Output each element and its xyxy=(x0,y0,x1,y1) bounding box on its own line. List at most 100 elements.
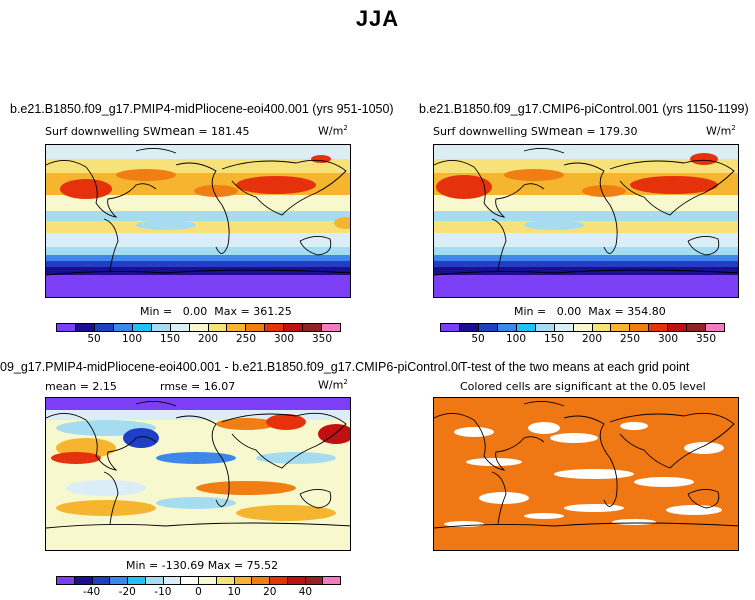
panel2-mean-label: mean xyxy=(548,124,583,138)
colorbar-tick-label: -10 xyxy=(154,586,172,598)
colorbar-swatch xyxy=(478,324,498,331)
colorbar-swatch xyxy=(611,324,631,331)
colorbar-tick-label: -20 xyxy=(118,586,136,598)
colorbar-swatch xyxy=(227,324,247,331)
colorbar-tick-label: 300 xyxy=(657,333,679,345)
colorbar-swatch xyxy=(687,324,707,331)
colorbar-swatch xyxy=(265,324,285,331)
panel3-mean: mean = 2.15 xyxy=(45,380,117,393)
panel3-map xyxy=(45,397,351,551)
panel1-variable: Surf downwelling SW xyxy=(45,125,161,138)
colorbar-swatch xyxy=(459,324,479,331)
colorbar-swatch xyxy=(535,324,555,331)
colorbar-swatch xyxy=(270,577,288,584)
colorbar-swatch xyxy=(163,577,182,584)
panel3-min-value: -130.69 xyxy=(161,559,205,572)
panel1-mean-value: = 181.45 xyxy=(198,125,250,138)
panel3-minmax: Min = -130.69 Max = 75.52 xyxy=(126,559,279,572)
colorbar-swatch xyxy=(57,577,75,584)
colorbar-tick-label: 150 xyxy=(159,333,181,345)
colorbar-swatch xyxy=(516,324,536,331)
colorbar-swatch xyxy=(323,577,340,584)
colorbar-swatch xyxy=(252,577,270,584)
colorbar-swatch xyxy=(246,324,266,331)
colorbar-swatch xyxy=(132,324,152,331)
panel1-subtitle: Surf downwelling SWmean = 181.45 xyxy=(45,124,250,138)
panel4-title: T-test of the two means at each grid poi… xyxy=(460,360,690,374)
colorbar-tick-label: -40 xyxy=(83,586,101,598)
panel3-rmse: rmse = 16.07 xyxy=(160,380,236,393)
panel2-max-value: 354.80 xyxy=(627,305,666,318)
panel2-units: W/m2 xyxy=(706,124,736,138)
colorbar-swatch xyxy=(75,324,95,331)
colorbar-swatch xyxy=(92,577,111,584)
panel1-minmax: Min = 0.00 Max = 361.25 xyxy=(140,305,292,318)
colorbar-tick-label: 20 xyxy=(263,586,277,598)
panel2-mean-value: = 179.30 xyxy=(586,125,638,138)
panel1-mean-label: mean xyxy=(160,124,195,138)
panel3-colorbar xyxy=(56,576,341,585)
colorbar-tick-label: 50 xyxy=(87,333,101,345)
panel1-units: W/m2 xyxy=(318,124,348,138)
colorbar-tick-label: 100 xyxy=(121,333,143,345)
colorbar-tick-label: 10 xyxy=(227,586,241,598)
colorbar-swatch xyxy=(181,577,199,584)
colorbar-swatch xyxy=(649,324,669,331)
colorbar-swatch xyxy=(94,324,114,331)
panel2-minmax: Min = 0.00 Max = 354.80 xyxy=(514,305,666,318)
colorbar-swatch xyxy=(234,577,253,584)
panel2-variable: Surf downwelling SW xyxy=(433,125,549,138)
panel1-max-value: 361.25 xyxy=(253,305,292,318)
colorbar-swatch xyxy=(113,324,133,331)
panel2-min-value: 0.00 xyxy=(556,305,582,318)
colorbar-tick-label: 250 xyxy=(235,333,257,345)
panel2-title: b.e21.B1850.f09_g17.CMIP6-piControl.001 … xyxy=(419,102,749,116)
main-title: JJA xyxy=(355,6,400,31)
panel1-colorbar xyxy=(56,323,341,332)
colorbar-swatch xyxy=(497,324,517,331)
colorbar-swatch xyxy=(145,577,164,584)
panel1-title: b.e21.B1850.f09_g17.PMIP4-midPliocene-eo… xyxy=(10,102,394,116)
colorbar-swatch xyxy=(668,324,688,331)
colorbar-swatch xyxy=(630,324,650,331)
colorbar-tick-label: 200 xyxy=(581,333,603,345)
colorbar-swatch xyxy=(287,577,306,584)
colorbar-tick-label: 150 xyxy=(543,333,565,345)
colorbar-swatch xyxy=(554,324,574,331)
panel3-map-svg xyxy=(46,398,350,550)
panel2-subtitle: Surf downwelling SWmean = 179.30 xyxy=(433,124,638,138)
panel1-map xyxy=(45,144,351,298)
panel4-map-svg xyxy=(434,401,738,529)
colorbar-swatch xyxy=(573,324,593,331)
colorbar-swatch xyxy=(189,324,209,331)
colorbar-swatch xyxy=(303,324,323,331)
colorbar-tick-label: 0 xyxy=(195,586,202,598)
colorbar-tick-label: 250 xyxy=(619,333,641,345)
colorbar-swatch xyxy=(128,577,146,584)
panel2-colorbar xyxy=(440,323,725,332)
colorbar-swatch xyxy=(706,324,725,331)
colorbar-swatch xyxy=(305,577,324,584)
colorbar-swatch xyxy=(170,324,190,331)
panel1-min-value: 0.00 xyxy=(182,305,208,318)
panel1-map-svg xyxy=(46,145,350,297)
panel4-map xyxy=(433,397,739,551)
colorbar-swatch xyxy=(199,577,217,584)
colorbar-tick-label: 200 xyxy=(197,333,219,345)
panel3-units: W/m2 xyxy=(318,378,348,392)
panel3-title: 09_g17.PMIP4-midPliocene-eoi400.001 - b.… xyxy=(0,360,460,374)
panel3-max-value: 75.52 xyxy=(246,559,279,572)
panel2-map xyxy=(433,144,739,298)
colorbar-tick-label: 40 xyxy=(298,586,313,598)
colorbar-tick-label: 350 xyxy=(311,333,333,345)
colorbar-swatch xyxy=(592,324,612,331)
colorbar-swatch xyxy=(151,324,171,331)
colorbar-swatch xyxy=(208,324,228,331)
colorbar-swatch xyxy=(441,324,460,331)
colorbar-swatch xyxy=(216,577,235,584)
panel4-subtitle: Colored cells are significant at the 0.0… xyxy=(460,380,706,393)
colorbar-swatch xyxy=(110,577,128,584)
colorbar-tick-label: 50 xyxy=(471,333,485,345)
colorbar-swatch xyxy=(322,324,341,331)
colorbar-tick-label: 350 xyxy=(695,333,717,345)
